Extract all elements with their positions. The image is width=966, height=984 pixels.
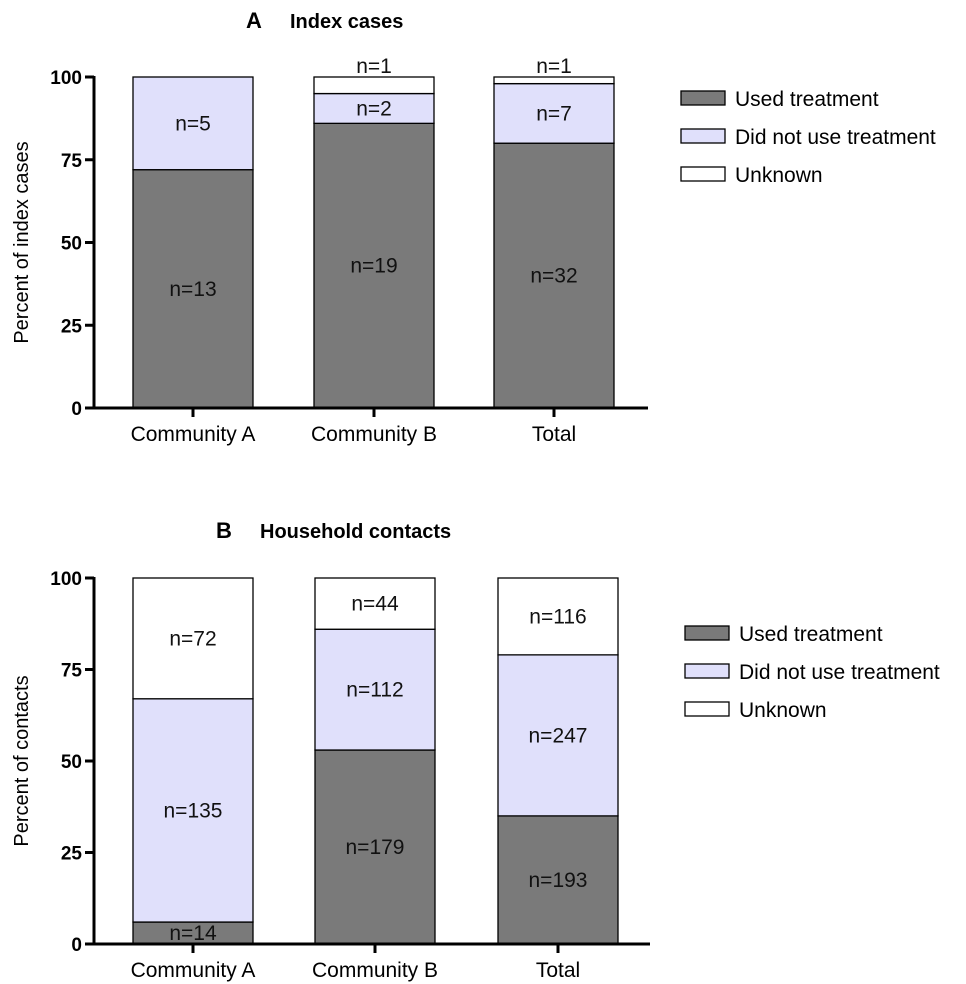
bar-segment	[314, 749, 436, 945]
chart-panel-b: B Household contacts Percent of contacts n=…	[11, 518, 940, 982]
legend-label: Did not use treatment	[735, 126, 936, 149]
data-label: n=193	[529, 869, 588, 892]
bar-segment	[132, 169, 254, 409]
bar-segment	[497, 577, 619, 656]
y-axis-title: Percent of index cases	[11, 141, 33, 343]
data-label: n=44	[351, 593, 399, 616]
legend-swatch	[684, 663, 730, 679]
y-tick-label: 50	[61, 234, 82, 255]
panel-letter: A	[246, 8, 262, 33]
chart-title: Household contacts	[260, 521, 451, 543]
data-label: n=135	[164, 799, 223, 822]
data-label: n=7	[536, 102, 572, 125]
bar-segment	[313, 76, 435, 95]
data-label: n=19	[350, 255, 397, 278]
x-tick-label: Community B	[312, 959, 438, 982]
x-tick-label: Community A	[131, 423, 256, 446]
legend-label: Used treatment	[735, 88, 879, 111]
y-tick-label: 0	[71, 399, 82, 420]
y-tick-label: 50	[61, 752, 82, 773]
legend-label: Used treatment	[739, 623, 883, 646]
legend-swatch	[680, 90, 726, 106]
bar-segment	[493, 82, 615, 144]
x-tick-label: Total	[536, 959, 580, 982]
chart-panel-a: A Index cases Percent of index cases n=13 n=…	[11, 8, 936, 446]
y-axis-title: Percent of contacts	[11, 675, 33, 846]
legend: Used treatment Did not use treatment Unkno…	[680, 88, 936, 187]
bar-segment	[314, 628, 436, 751]
panel-letter: B	[216, 518, 232, 543]
y-tick-label: 100	[50, 569, 82, 590]
legend-swatch	[684, 625, 730, 641]
legend-swatch	[684, 701, 730, 717]
x-tick-label: Total	[532, 423, 576, 446]
data-label: n=179	[346, 836, 405, 859]
data-label: n=112	[346, 679, 403, 702]
bar-segment	[132, 698, 254, 923]
bar-segment	[313, 92, 435, 124]
data-label: n=14	[169, 922, 217, 945]
legend-swatch	[680, 128, 726, 144]
data-label: n=13	[169, 278, 216, 301]
bar-segment	[132, 577, 254, 700]
data-label: n=2	[356, 97, 392, 120]
data-label: n=247	[529, 724, 588, 747]
bar-segment	[493, 142, 615, 409]
bar-segment	[314, 577, 436, 630]
data-label: n=32	[530, 265, 577, 288]
bar-segment	[497, 815, 619, 945]
data-label: n=1	[536, 55, 572, 78]
x-tick-label: Community A	[131, 959, 256, 982]
bar-segment	[132, 76, 254, 171]
legend-swatch	[680, 166, 726, 182]
legend-label: Did not use treatment	[739, 661, 940, 684]
data-label: n=1	[356, 55, 392, 78]
legend: Used treatment Did not use treatment Unkno…	[684, 623, 940, 722]
data-label: n=72	[169, 627, 216, 650]
y-tick-label: 75	[61, 151, 83, 172]
y-tick-label: 100	[50, 68, 82, 89]
bar-segment	[493, 76, 615, 85]
data-label: n=116	[529, 605, 586, 628]
y-tick-label: 0	[71, 935, 82, 956]
legend-label: Unknown	[735, 164, 823, 187]
chart-title: Index cases	[290, 11, 403, 33]
y-tick-label: 75	[61, 661, 83, 682]
data-label: n=5	[175, 112, 211, 135]
y-tick-label: 25	[61, 844, 83, 865]
x-tick-label: Community B	[311, 423, 437, 446]
bar-segment	[497, 654, 619, 817]
legend-label: Unknown	[739, 699, 827, 722]
y-tick-label: 25	[61, 316, 83, 337]
